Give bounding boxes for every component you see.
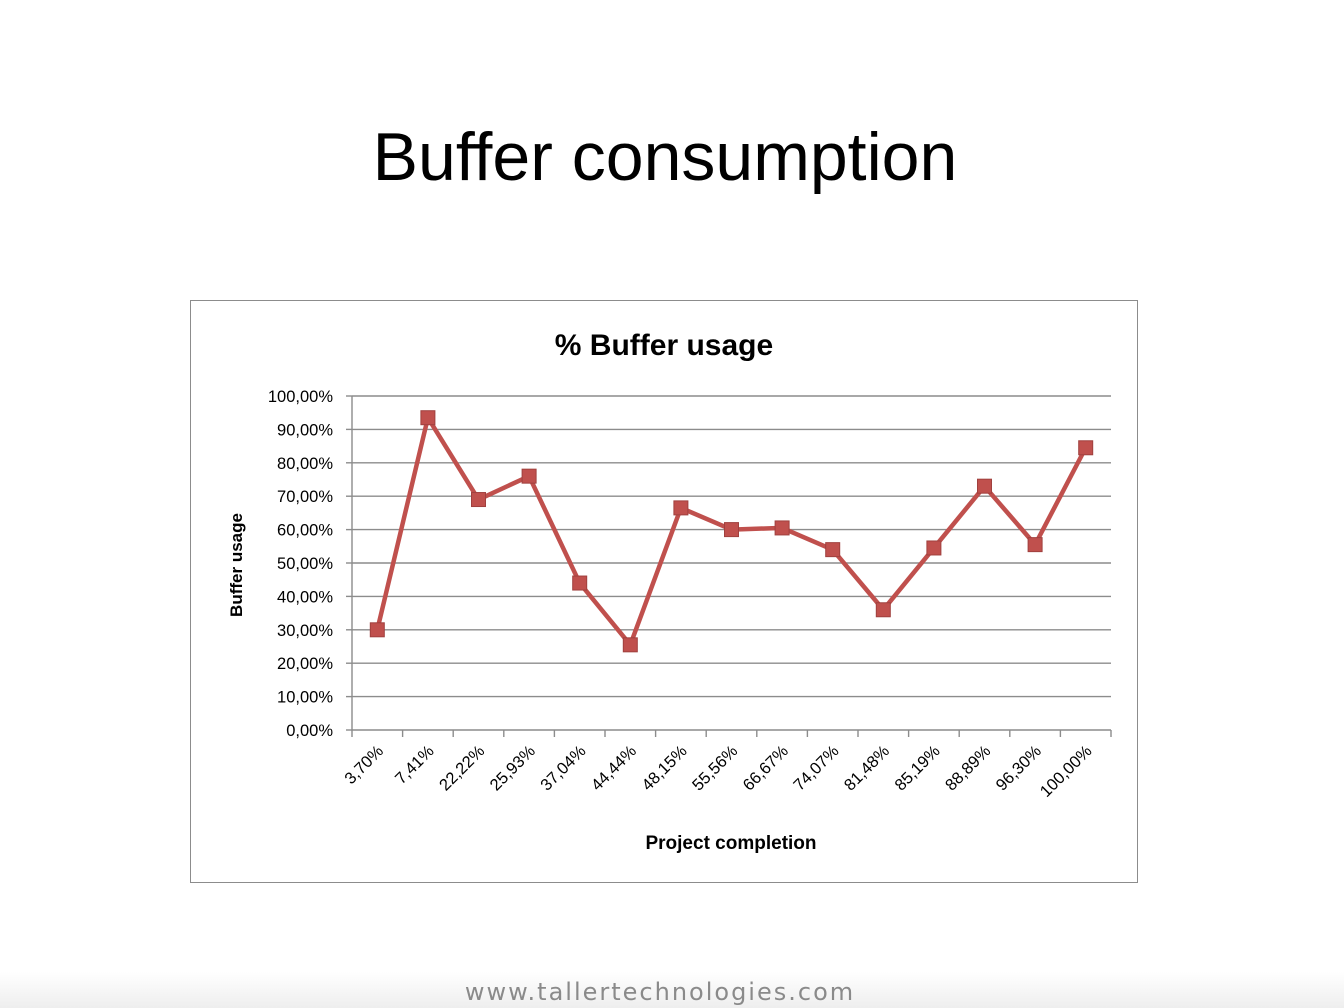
y-tick-label: 20,00% — [277, 655, 333, 673]
x-tick-labels: 3,70% 7,41%22,22%25,93%37,04%44,44%48,15%… — [341, 742, 1095, 801]
series-layer — [369, 410, 1094, 653]
y-axis-label: Buffer usage — [227, 513, 246, 617]
data-point-marker — [825, 542, 841, 558]
y-tick-labels: 0,00% 10,00% 20,00% 30,00% 40,00% 50,00% 60,00… — [268, 388, 333, 740]
x-tick-label: 22,22% — [436, 742, 489, 795]
y-tick-label: 50,00% — [277, 555, 333, 573]
data-point-marker — [369, 622, 385, 638]
data-point-marker — [420, 410, 436, 426]
data-point-marker — [471, 492, 486, 508]
x-tick-label: 55,56% — [689, 742, 742, 795]
axes — [346, 395, 1112, 737]
x-tick-label: 25,93% — [487, 742, 540, 795]
y-tick-label: 80,00% — [277, 455, 333, 473]
data-point-marker — [875, 602, 891, 618]
y-tick-label: 70,00% — [277, 488, 333, 506]
data-point-marker — [673, 500, 689, 516]
data-point-marker — [521, 468, 537, 484]
y-tick-label: 10,00% — [277, 689, 333, 707]
slide-title: Buffer consumption — [372, 119, 958, 195]
chart-title: % Buffer usage — [555, 329, 773, 362]
x-axis-label: Project completion — [645, 833, 816, 854]
x-tick-label: 37,04% — [537, 742, 590, 795]
x-tick-label: 48,15% — [638, 742, 691, 795]
y-tick-label: 90,00% — [277, 421, 333, 439]
data-point-marker — [572, 575, 588, 591]
x-tick-label: 85,19% — [891, 742, 944, 795]
y-tick-label: 40,00% — [277, 588, 333, 606]
x-tick-label: 3,70% — [341, 742, 387, 788]
y-tick-label: 0,00% — [286, 722, 333, 740]
x-tick-label: 100,00% — [1037, 742, 1096, 801]
x-tick-label: 74,07% — [790, 742, 843, 795]
y-tick-label: 100,00% — [268, 388, 333, 406]
data-point-marker — [724, 522, 739, 538]
line-chart: % Buffer usage 0,00% 10,00% 20,00% 30,00% 40… — [227, 329, 1112, 854]
chart-frame: % Buffer usage 0,00% 10,00% 20,00% 30,00% 40… — [190, 300, 1138, 883]
x-tick-label: 66,67% — [740, 742, 793, 795]
x-tick-label: 81,48% — [841, 742, 894, 795]
footer-website: www.tallertechnologies.com — [464, 978, 856, 1006]
y-tick-label: 60,00% — [277, 522, 333, 540]
data-point-marker — [977, 478, 992, 494]
data-point-marker — [926, 540, 942, 556]
x-tick-label: 44,44% — [588, 742, 641, 795]
data-point-marker — [774, 520, 790, 536]
data-point-marker — [1078, 440, 1094, 456]
x-tick-label: 7,41% — [392, 742, 438, 788]
y-tick-label: 30,00% — [277, 622, 333, 640]
x-tick-label: 88,89% — [942, 742, 995, 795]
gridlines — [352, 395, 1111, 698]
data-point-marker — [622, 637, 638, 653]
data-point-marker — [1027, 537, 1043, 553]
footer-bar — [0, 972, 1344, 1008]
